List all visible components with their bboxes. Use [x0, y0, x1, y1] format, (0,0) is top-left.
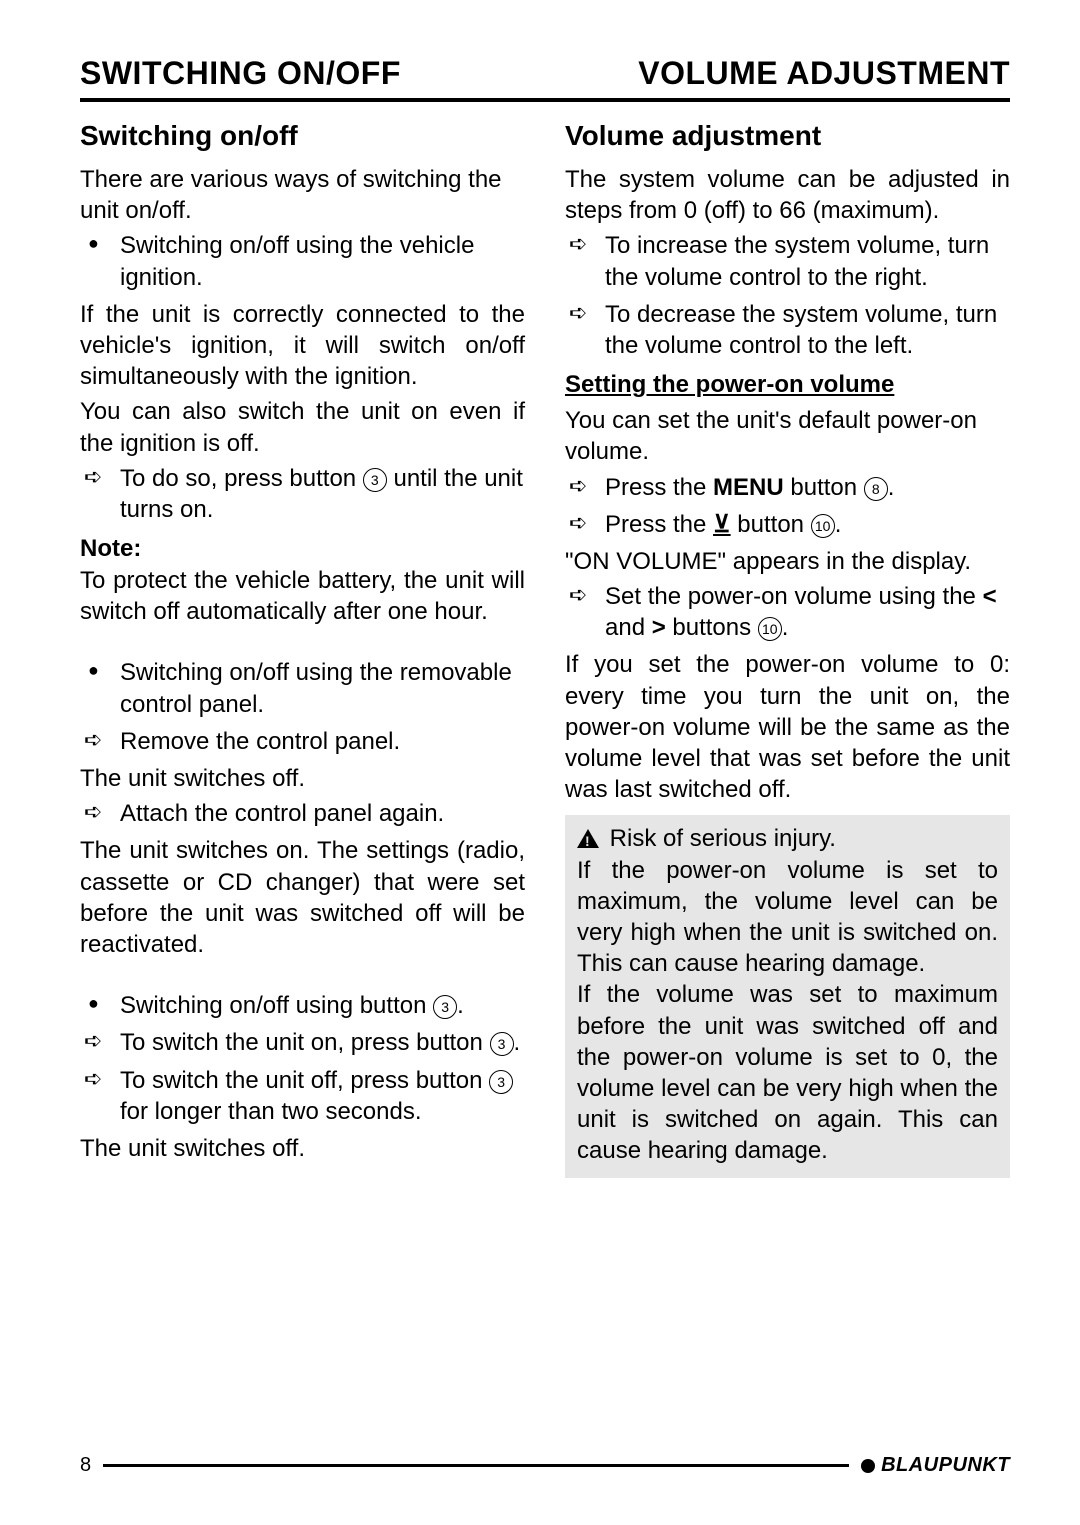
right-p3: "ON VOLUME" appears in the display. — [565, 546, 1010, 577]
warning-icon — [577, 829, 599, 848]
left-p6: The unit switches off. — [80, 1133, 525, 1164]
left-heading: Switching on/off — [80, 120, 525, 152]
warning-p2: If the volume was set to maximum before … — [577, 979, 998, 1166]
right-arrow-2: To decrease the system volume, turn the … — [565, 299, 1010, 361]
right-p2: You can set the unit's default power-on … — [565, 405, 1010, 467]
ref-3-icon: 3 — [363, 468, 387, 492]
ref-8-icon: 8 — [864, 477, 888, 501]
ref-10-icon: 10 — [758, 617, 782, 641]
header-right: VOLUME ADJUSTMENT — [638, 55, 1010, 92]
ref-3-icon: 3 — [489, 1070, 513, 1094]
right-arrow-3: Press the MENU button 8. — [565, 472, 1010, 503]
note-label: Note: — [80, 535, 525, 563]
warning-p1: If the power-on volume is set to maximum… — [577, 855, 998, 980]
left-p5: The unit switches on. The settings (radi… — [80, 835, 525, 960]
right-subheading: Setting the power-on volume — [565, 371, 1010, 399]
footer-rule — [103, 1464, 849, 1467]
left-p2: If the unit is correctly connected to th… — [80, 299, 525, 393]
left-p3: You can also switch the unit on even if … — [80, 396, 525, 458]
ref-10-icon: 10 — [811, 514, 835, 538]
right-arrow-4: Press the ⊻ button 10. — [565, 509, 1010, 540]
right-p1: The system volume can be adjusted in ste… — [565, 164, 1010, 226]
left-arrow-1: To do so, press button 3 until the unit … — [80, 463, 525, 525]
warning-title: Risk of serious injury. — [610, 825, 836, 852]
brand-logo: BLAUPUNKT — [861, 1454, 1010, 1477]
page-footer: 8 BLAUPUNKT — [80, 1454, 1010, 1477]
left-arrow-3: Attach the control panel again. — [80, 798, 525, 829]
right-heading: Volume adjustment — [565, 120, 1010, 152]
left-p1: There are various ways of switching the … — [80, 164, 525, 226]
left-arrow-4: To switch the unit on, press button 3. — [80, 1027, 525, 1058]
note-text: To protect the vehicle battery, the unit… — [80, 565, 525, 627]
warning-box: Risk of serious injury. If the power-on … — [565, 815, 1010, 1178]
page-header: SWITCHING ON/OFF VOLUME ADJUSTMENT — [80, 55, 1010, 102]
right-arrow-1: To increase the system volume, turn the … — [565, 230, 1010, 292]
warning-title-row: Risk of serious injury. — [577, 823, 998, 854]
left-arrow-5: To switch the unit off, press button 3 f… — [80, 1065, 525, 1127]
brand-text: BLAUPUNKT — [881, 1454, 1010, 1477]
right-p4: If you set the power-on volume to 0: eve… — [565, 649, 1010, 805]
ref-3-icon: 3 — [433, 995, 457, 1019]
ref-3-icon: 3 — [490, 1032, 514, 1056]
brand-dot-icon — [861, 1459, 875, 1473]
header-left: SWITCHING ON/OFF — [80, 55, 401, 92]
left-arrow-2: Remove the control panel. — [80, 726, 525, 757]
left-p4: The unit switches off. — [80, 763, 525, 794]
left-column: Switching on/off There are various ways … — [80, 120, 525, 1178]
right-arrow-5: Set the power-on volume using the < and … — [565, 581, 1010, 643]
left-bullet-2: Switching on/off using the removable con… — [80, 657, 525, 719]
left-bullet-3: Switching on/off using button 3. — [80, 990, 525, 1021]
right-column: Volume adjustment The system volume can … — [565, 120, 1010, 1178]
content-columns: Switching on/off There are various ways … — [80, 120, 1010, 1178]
page-number: 8 — [80, 1454, 91, 1477]
left-bullet-1: Switching on/off using the vehicle ignit… — [80, 230, 525, 292]
